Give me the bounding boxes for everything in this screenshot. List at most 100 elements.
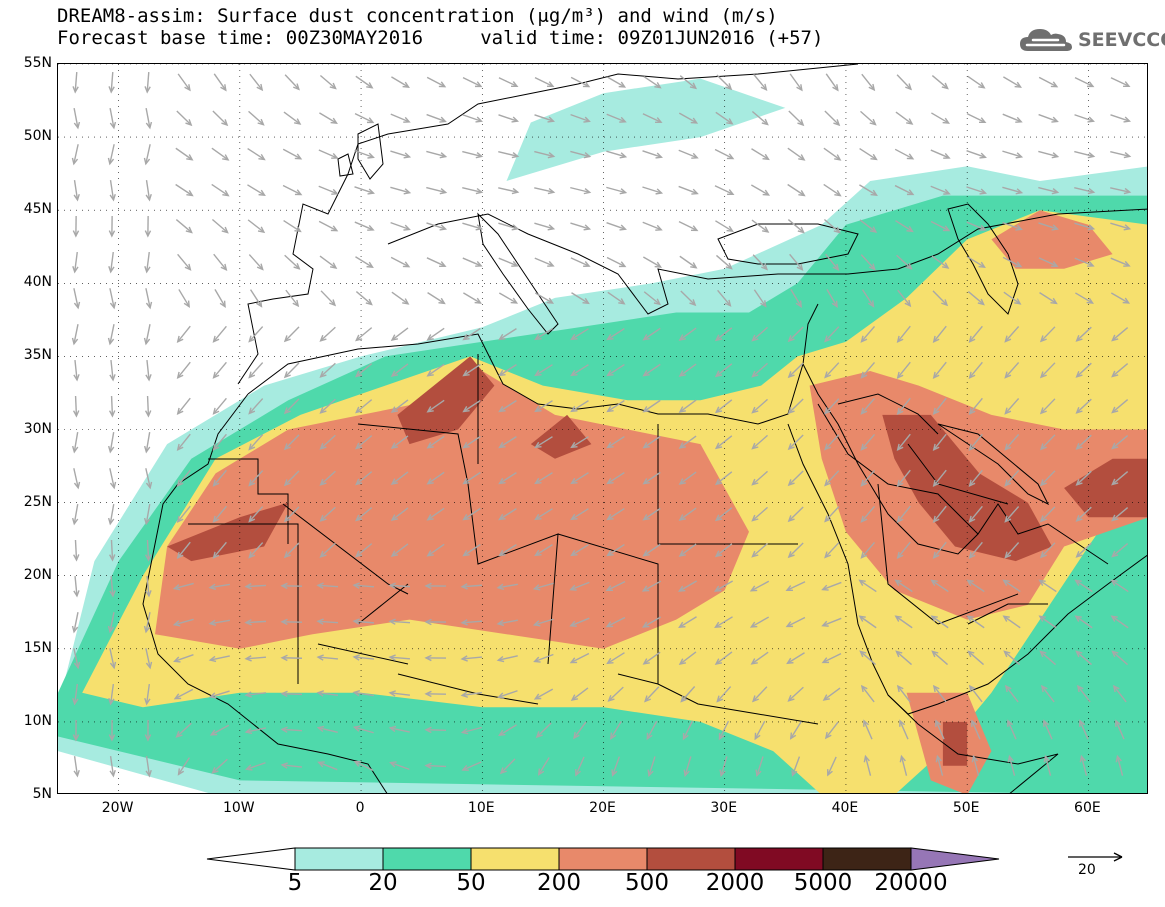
wind-arrow xyxy=(144,395,152,418)
wind-arrow xyxy=(426,150,448,159)
wind-arrow xyxy=(208,655,230,663)
wind-arrow xyxy=(319,255,338,269)
wind-arrow xyxy=(858,615,877,629)
wind-arrow xyxy=(460,583,483,590)
dust-region-level-4 xyxy=(155,371,749,649)
wind-arrow xyxy=(1003,76,1022,88)
wind-arrow xyxy=(284,254,301,270)
wind-arrow xyxy=(932,469,947,488)
wind-arrow xyxy=(1038,222,1060,231)
wind-arrow xyxy=(971,719,981,740)
wind-arrow xyxy=(789,721,802,740)
wind-arrow xyxy=(569,652,590,664)
wind-arrow xyxy=(714,435,733,450)
wind-arrow xyxy=(611,756,621,777)
wind-arrow xyxy=(858,579,877,593)
wind-arrow xyxy=(1043,754,1052,776)
wind-arrow xyxy=(896,469,911,488)
wind-arrow xyxy=(390,543,409,557)
wind-arrow xyxy=(284,74,300,91)
dust-region-level-5 xyxy=(942,721,968,766)
wind-arrow xyxy=(1004,684,1019,703)
wind-arrow xyxy=(388,582,411,589)
wind-arrow xyxy=(1007,719,1017,740)
wind-arrow xyxy=(823,147,842,161)
wind-arrow xyxy=(72,719,80,742)
wind-arrow xyxy=(966,113,987,124)
wind-arrow xyxy=(283,434,300,451)
wind-arrow xyxy=(316,654,339,661)
wind-arrow xyxy=(678,471,697,485)
wind-arrow xyxy=(319,112,338,124)
wind-arrow xyxy=(751,398,768,414)
dust-region-level-5 xyxy=(530,414,592,459)
wind-arrow xyxy=(677,580,697,592)
wind-arrow xyxy=(896,684,911,703)
wind-arrow xyxy=(821,617,842,627)
wind-arrow xyxy=(498,292,519,304)
wind-arrow xyxy=(109,539,116,562)
wind-arrow xyxy=(245,762,266,771)
wind-arrow xyxy=(175,183,194,197)
wind-arrow xyxy=(682,720,694,741)
wind-arrow xyxy=(534,222,556,231)
reference-wind-arrow xyxy=(1068,852,1123,862)
wind-arrow xyxy=(145,575,152,598)
wind-arrow xyxy=(680,686,696,703)
wind-arrow xyxy=(282,184,303,196)
wind-arrow xyxy=(642,435,661,449)
wind-arrow xyxy=(930,615,949,629)
wind-arrow xyxy=(1110,77,1131,88)
horn-of-africa-coastline xyxy=(887,694,1059,793)
wind-arrow xyxy=(107,324,115,346)
wind-arrow xyxy=(570,328,589,341)
wind-arrow xyxy=(1075,650,1092,666)
wind-arrow xyxy=(534,328,553,341)
wind-arrow xyxy=(143,504,151,526)
wind-arrow xyxy=(355,507,373,522)
wind-arrow xyxy=(497,690,518,699)
wind-arrow xyxy=(534,257,555,267)
wind-arrow xyxy=(860,684,875,703)
wind-arrow xyxy=(1110,615,1129,629)
wind-arrow xyxy=(932,290,949,307)
wind-arrow xyxy=(283,111,302,125)
wind-arrow xyxy=(72,215,80,238)
wind-arrow xyxy=(534,544,553,557)
wind-arrow xyxy=(1075,292,1095,304)
wind-arrow xyxy=(499,758,516,775)
wind-arrow xyxy=(462,150,484,159)
wind-arrow xyxy=(498,364,517,377)
wind-arrow xyxy=(1039,506,1056,523)
wind-arrow xyxy=(460,655,483,662)
wind-arrow xyxy=(172,618,194,627)
wind-arrow xyxy=(145,539,152,562)
wind-arrow xyxy=(930,220,951,232)
wind-arrow xyxy=(1111,327,1129,342)
wind-arrow xyxy=(860,505,876,523)
wind-arrow xyxy=(968,433,983,451)
wind-arrow xyxy=(642,363,661,377)
wind-arrow xyxy=(534,150,556,159)
wind-arrow xyxy=(859,219,878,234)
wind-arrow xyxy=(498,400,517,413)
wind-arrow xyxy=(897,289,912,308)
wind-arrow xyxy=(73,180,80,202)
wind-arrow xyxy=(426,76,447,88)
wind-arrow xyxy=(751,362,768,378)
wind-arrow xyxy=(208,583,230,590)
wind-arrow xyxy=(145,288,153,310)
lon-label: 20E xyxy=(589,800,616,816)
wind-arrow xyxy=(355,327,373,342)
wind-arrow xyxy=(109,180,116,202)
lat-label: 40N xyxy=(23,274,52,291)
wind-arrow xyxy=(211,758,228,774)
wind-arrow xyxy=(462,327,481,341)
wind-arrow xyxy=(606,256,627,268)
wind-arrow xyxy=(108,683,115,706)
wind-arrow xyxy=(822,687,841,701)
colorbar-cell xyxy=(294,847,384,871)
wind-arrow xyxy=(717,289,732,307)
wind-arrow xyxy=(1075,542,1092,558)
colorbar-label: 200 xyxy=(537,870,581,896)
